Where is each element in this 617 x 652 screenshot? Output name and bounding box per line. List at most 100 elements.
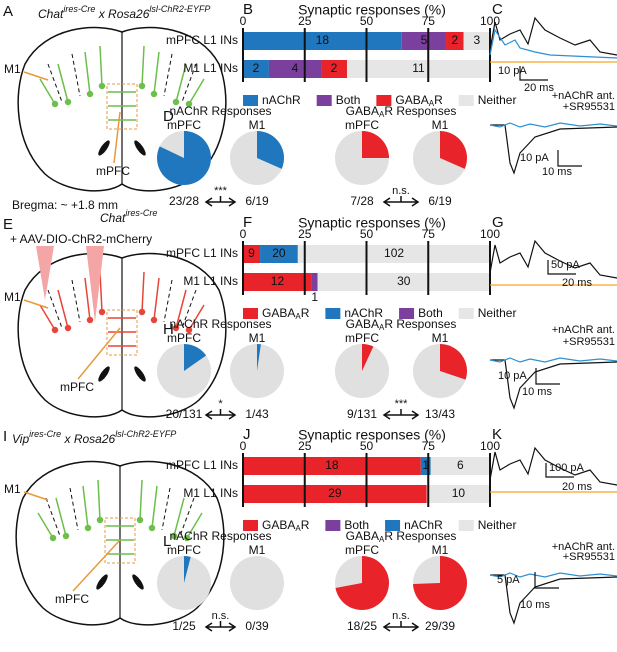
legend-swatch (243, 95, 258, 106)
pie-category: mPFC (345, 118, 379, 132)
pie-category: mPFC (167, 331, 201, 345)
legend-swatch (458, 95, 474, 106)
legend-label: GABAAR (262, 518, 310, 533)
bar-count: 1 (311, 290, 318, 304)
scale-label: 50 pA (551, 259, 580, 271)
blocker-label: +SR95531 (563, 336, 615, 348)
bar-segment (346, 60, 490, 78)
legend-swatch (399, 308, 415, 319)
legend-label: nAChR (262, 93, 301, 107)
trace (490, 359, 617, 410)
trace (489, 446, 617, 486)
pie-category: M1 (249, 331, 266, 345)
label-line (23, 71, 49, 81)
genotype: Chatires-Cre x Rosa26lsl-ChR2-EYFP (38, 4, 210, 21)
bar-segment (426, 485, 490, 503)
scale-label: 5 pA (497, 574, 520, 586)
pie-category: M1 (432, 543, 449, 557)
chart-title: Synaptic responses (%) (298, 215, 446, 231)
bar-count: 9 (248, 246, 255, 260)
pie-wedge (413, 556, 468, 611)
pie-rest (230, 556, 284, 610)
pie-wedge (335, 556, 389, 611)
pie-fraction: 29/39 (425, 619, 455, 633)
panel-letter: G (492, 214, 504, 231)
pie-fraction: 0/39 (245, 619, 269, 633)
trace (489, 16, 617, 56)
pie-wedge (257, 344, 261, 371)
pie-wedge (184, 344, 207, 371)
significance: * (218, 398, 223, 410)
compare-arrow (382, 621, 420, 632)
trace (489, 239, 617, 279)
legend-swatch (458, 308, 474, 319)
pie-fraction: 6/19 (245, 194, 269, 208)
genotype-part: ires-Cre (125, 208, 157, 218)
pie-category: mPFC (167, 118, 201, 132)
bar-count: 3 (473, 33, 480, 47)
bar-segment (260, 245, 298, 263)
x-tick-label: 75 (422, 14, 436, 28)
scale-label: 20 ms (524, 82, 554, 94)
bar-segment (430, 457, 490, 475)
significance: n.s. (392, 185, 410, 197)
bar-count: 2 (331, 61, 338, 75)
compare-arrow (204, 409, 237, 420)
scale-bar (547, 260, 576, 275)
pie-fraction: 7/28 (350, 194, 374, 208)
pie-wedge (362, 344, 374, 371)
pie-wedge (156, 131, 211, 185)
genotype-part: ires-Cre (63, 4, 95, 14)
x-tick-label: 100 (480, 227, 500, 241)
x-tick-label: 100 (480, 439, 500, 453)
virus-label: + AAV-DIO-ChR2-mCherry (10, 232, 152, 246)
bar-count: 2 (253, 61, 260, 75)
pie-category: M1 (432, 118, 449, 132)
panel-letter: D (163, 108, 174, 125)
compare-arrow (204, 621, 237, 632)
scale-label: 100 pA (549, 462, 585, 474)
pie-fraction: 18/25 (347, 619, 377, 633)
scale-label: 10 ms (542, 166, 572, 178)
region-label: mPFC (96, 164, 130, 178)
legend-label: Both (336, 93, 361, 107)
pie-category: mPFC (167, 543, 201, 557)
bar-segment (420, 457, 431, 475)
trace (489, 572, 617, 578)
x-tick-label: 75 (422, 439, 436, 453)
genotype-part: ires-Cre (29, 429, 61, 439)
label-line (77, 327, 121, 380)
bar-count: 12 (271, 274, 285, 288)
x-tick-label: 50 (360, 439, 374, 453)
panel-letter: A (3, 3, 13, 20)
panel-letter: K (492, 426, 502, 443)
compare-arrow (382, 409, 420, 420)
bar-segment (297, 245, 491, 263)
panel-letter: E (3, 216, 13, 233)
legend-label: GABAAR (395, 93, 443, 108)
significance: *** (395, 398, 409, 410)
bar-count: 18 (316, 33, 330, 47)
legend-swatch (376, 95, 392, 106)
scale-label: 10 pA (520, 152, 549, 164)
significance: *** (214, 185, 228, 197)
pie-title: GABAAR Responses (346, 104, 457, 119)
legend-swatch (458, 520, 474, 531)
pie-fraction: 9/131 (347, 407, 377, 421)
pie-title: GABAAR Responses (346, 529, 457, 544)
trace (489, 122, 617, 128)
panel-letter: I (3, 428, 7, 445)
bar-segment (321, 60, 347, 78)
category-label: M1 L1 INs (183, 486, 238, 500)
trace (490, 574, 617, 625)
bar-segment (463, 32, 490, 50)
bar-count: 5 (421, 33, 428, 47)
category-label: mPFC L1 INs (166, 246, 238, 260)
x-tick-label: 50 (360, 14, 374, 28)
bar-segment (243, 32, 402, 50)
trace (489, 28, 617, 59)
pie-fraction: 1/43 (245, 407, 269, 421)
category-label: mPFC L1 INs (166, 458, 238, 472)
legend-label: Both (418, 306, 443, 320)
